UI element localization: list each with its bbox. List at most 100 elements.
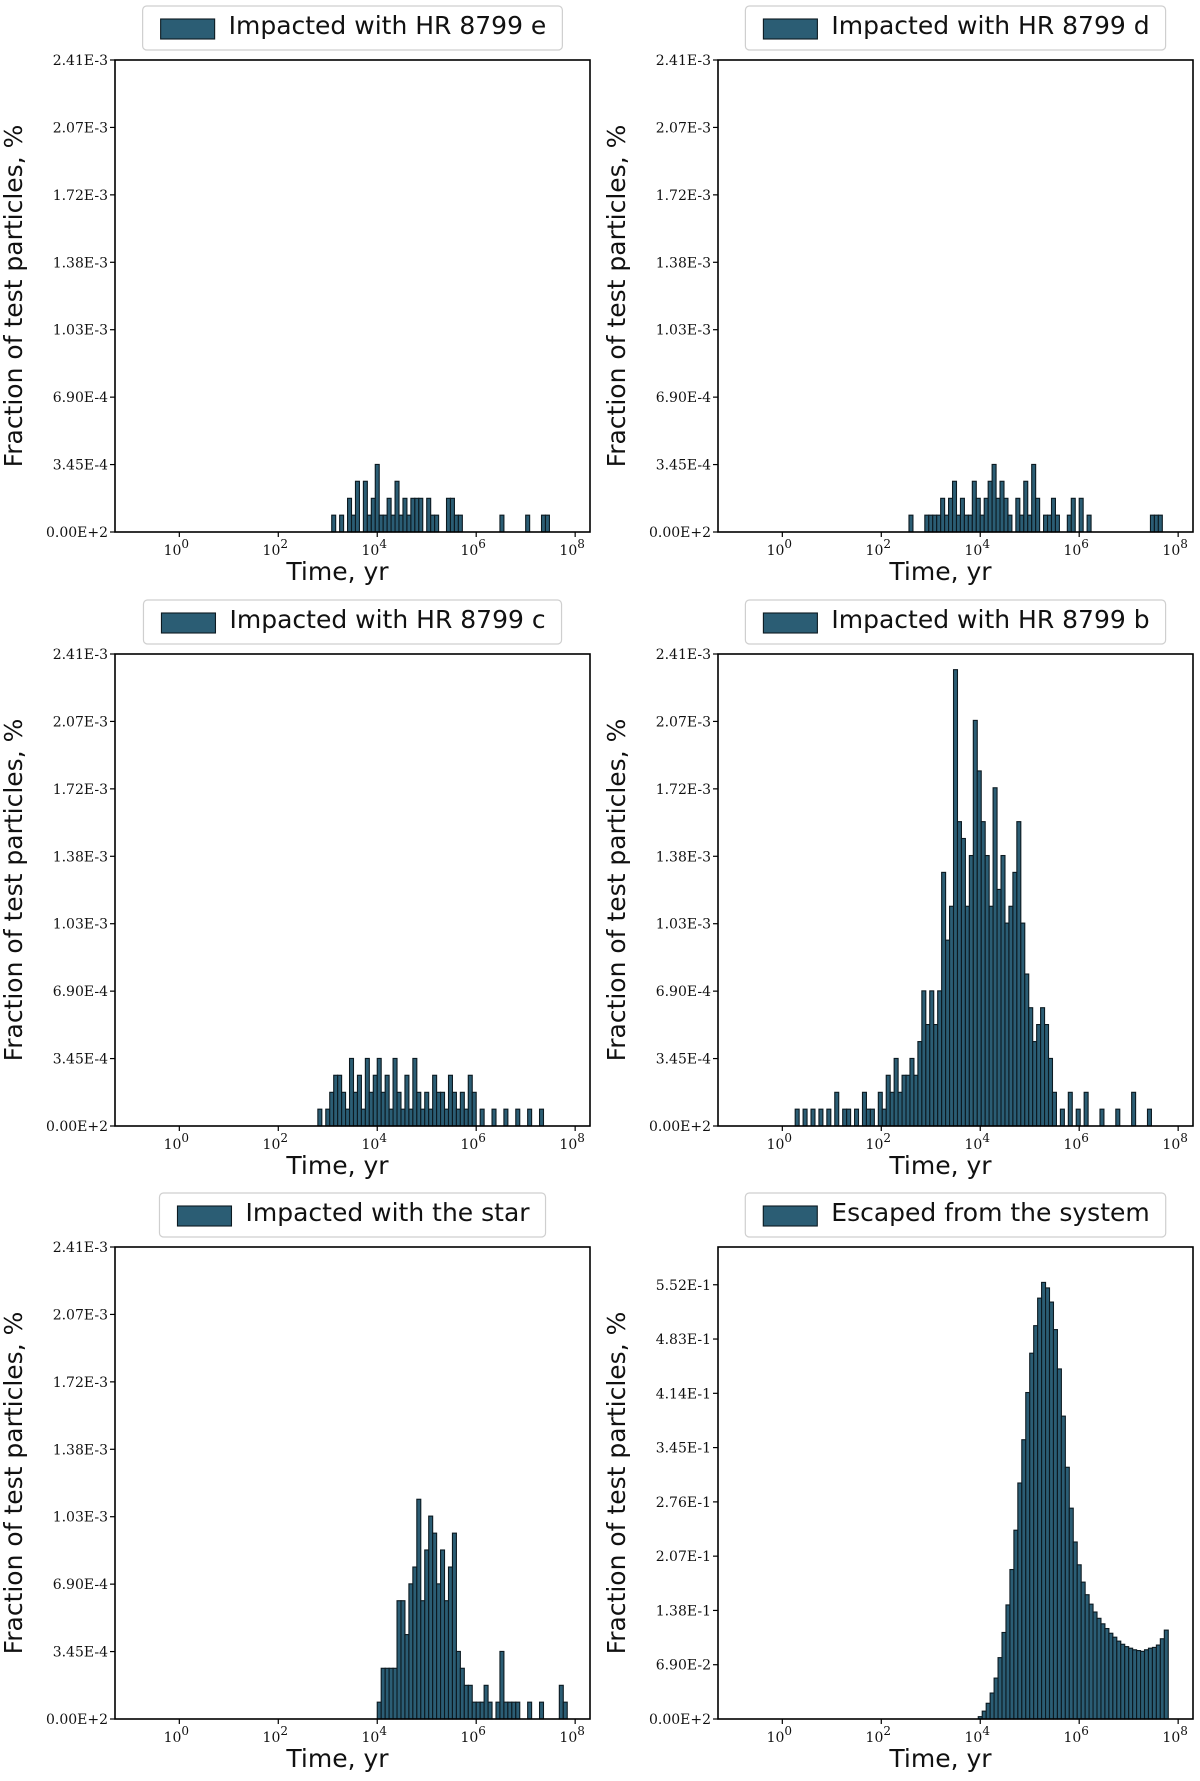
histogram-bar [447, 1566, 453, 1720]
histogram-bar [463, 1684, 469, 1720]
y-tick-label: 1.03E-3 [656, 323, 711, 339]
y-tick-label: 1.72E-3 [53, 1375, 108, 1391]
histogram-bar [881, 1108, 887, 1127]
axes-frame [717, 1246, 1194, 1720]
histogram-bar [991, 463, 997, 533]
histogram-bar [352, 1091, 358, 1127]
histogram-bar [1059, 1108, 1065, 1127]
legend-swatch [762, 612, 818, 634]
legend: Impacted with HR 8799 c [142, 599, 563, 645]
histogram-bar [1056, 1368, 1062, 1720]
y-tick-label: 6.90E-4 [656, 984, 711, 1000]
histogram-bar [412, 1057, 418, 1127]
histogram-bar [346, 497, 353, 533]
x-tick-base: 10 [965, 543, 983, 559]
bar-series [977, 1281, 1169, 1720]
histogram-bar [1131, 1091, 1137, 1127]
y-tick-label: 1.72E-3 [53, 188, 108, 204]
x-axis-label: Time, yr [888, 557, 992, 586]
histogram-bar [913, 1074, 919, 1127]
x-tick-label: 106 [1063, 1131, 1088, 1153]
histogram-bar [1000, 854, 1006, 1127]
x-tick-exponent: 4 [982, 1131, 990, 1145]
histogram-bar [428, 1515, 434, 1720]
histogram-bar [384, 1667, 390, 1720]
histogram-bar [424, 1091, 430, 1127]
histogram-bar [451, 1532, 457, 1720]
histogram-bar [499, 1650, 505, 1720]
histogram-bar [936, 514, 942, 533]
histogram-bar [988, 905, 994, 1127]
y-tick-label: 2.07E-1 [656, 1549, 711, 1565]
histogram-bar [1027, 514, 1033, 533]
histogram-bar [1037, 1297, 1043, 1720]
x-tick-base: 10 [460, 1730, 478, 1746]
bar-series [317, 1057, 545, 1127]
histogram-bar [1075, 1108, 1081, 1127]
bar-series [376, 1498, 568, 1720]
histogram-bar [897, 1091, 903, 1127]
histogram-bar [1076, 1564, 1082, 1720]
y-tick-label: 0.00E+2 [46, 1119, 108, 1135]
histogram-bar [392, 1667, 398, 1720]
histogram-bar [1001, 1631, 1007, 1720]
y-tick-label: 6.90E-4 [656, 390, 711, 406]
histogram-bar [467, 1684, 473, 1720]
x-tick-base: 10 [559, 543, 577, 559]
histogram-bar [1048, 1301, 1055, 1720]
y-tick-label: 1.38E-3 [656, 255, 711, 271]
histogram-bar [1019, 514, 1025, 533]
y-tick-label: 6.90E-4 [53, 1577, 108, 1593]
histogram-bar [382, 514, 388, 533]
histogram-bar [1132, 1649, 1138, 1720]
histogram-bar [989, 1692, 995, 1720]
histogram-bar [1124, 1646, 1130, 1720]
histogram-bar [370, 497, 376, 533]
histogram-bar [971, 480, 977, 533]
panel-1: 0.00E+2 3.45E-4 6.90E-4 1.03E-3 1.38E-3 1.72E… [0, 5, 591, 586]
histogram-bar [1033, 1325, 1039, 1720]
panel-2: 0.00E+2 3.45E-4 6.90E-4 1.03E-3 1.38E-3 1.72E… [602, 5, 1194, 586]
histogram-bar [540, 514, 547, 533]
histogram-bar [999, 480, 1005, 533]
x-tick-exponent: 6 [478, 1724, 486, 1738]
x-axis-label: Time, yr [888, 1744, 992, 1773]
histogram-bar [495, 1701, 501, 1720]
histogram-bar [1157, 514, 1163, 533]
y-axis-label: Fraction of test particles, % [602, 719, 631, 1062]
x-tick-label: 106 [460, 537, 485, 559]
histogram-bar [964, 905, 970, 1127]
histogram-bar [390, 514, 396, 533]
histogram-bar [1100, 1623, 1106, 1720]
panel-6: 0.00E+2 6.90E-2 1.38E-1 2.07E-1 2.76E-1 3.45E… [602, 1192, 1194, 1773]
y-tick-label: 1.03E-3 [53, 917, 108, 933]
histogram-bar [376, 1701, 382, 1720]
histogram-bar [400, 1108, 406, 1127]
x-tick-exponent: 0 [181, 537, 189, 551]
histogram-bar [436, 1091, 442, 1127]
y-tick-label: 4.14E-1 [656, 1386, 711, 1402]
histogram-bar [376, 1057, 382, 1127]
histogram-bar [889, 1091, 895, 1127]
histogram-bar [416, 1498, 422, 1720]
histogram-bar [1047, 1057, 1054, 1127]
histogram-bar [810, 1108, 816, 1127]
y-tick-label: 1.03E-3 [53, 1510, 108, 1526]
histogram-bar [392, 1057, 398, 1127]
x-tick-label: 106 [460, 1724, 485, 1746]
histogram-bar [1050, 497, 1056, 533]
x-tick-exponent: 2 [280, 1724, 288, 1738]
histogram-bar [861, 1091, 867, 1127]
x-tick-base: 10 [965, 1730, 983, 1746]
histogram-bar [459, 1091, 465, 1127]
y-tick-label: 2.76E-1 [656, 1495, 711, 1511]
x-tick-base: 10 [559, 1730, 577, 1746]
histogram-bar [1013, 1529, 1019, 1720]
histogram-bar [1155, 1644, 1161, 1720]
histogram-bar [1080, 1581, 1086, 1720]
x-tick-exponent: 8 [577, 1131, 585, 1145]
histogram-bar [538, 1108, 545, 1127]
legend-frame [158, 1192, 547, 1238]
histogram-bar [447, 1074, 453, 1127]
